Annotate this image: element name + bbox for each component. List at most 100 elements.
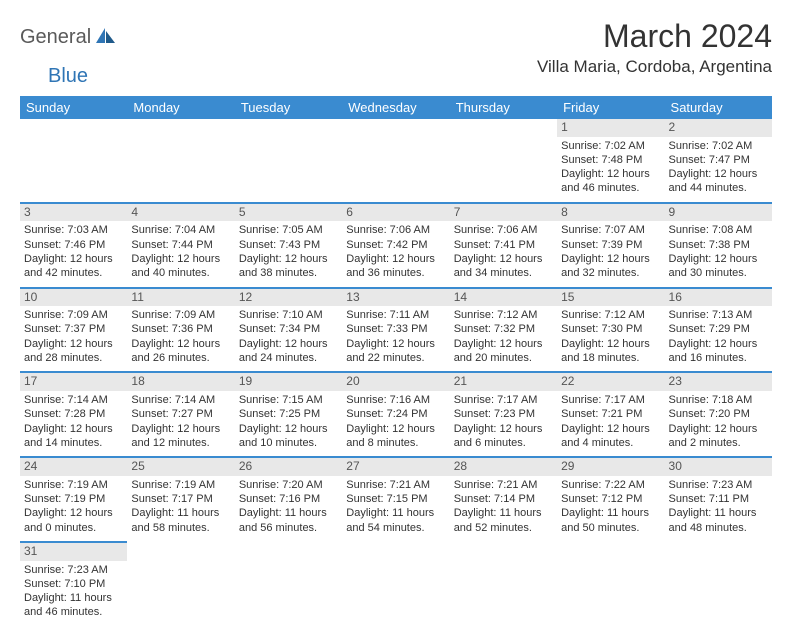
calendar-cell: 14Sunrise: 7:12 AMSunset: 7:32 PMDayligh… (450, 288, 557, 373)
day-number: 5 (235, 204, 342, 222)
daylight-line: Daylight: 12 hours and 42 minutes. (24, 252, 123, 281)
calendar-cell: 16Sunrise: 7:13 AMSunset: 7:29 PMDayligh… (665, 288, 772, 373)
day-number: 9 (665, 204, 772, 222)
day-number: 24 (20, 458, 127, 476)
sunset-line: Sunset: 7:19 PM (24, 492, 123, 506)
day-number: 6 (342, 204, 449, 222)
calendar-cell: 4Sunrise: 7:04 AMSunset: 7:44 PMDaylight… (127, 203, 234, 288)
day-number: 17 (20, 373, 127, 391)
sunset-line: Sunset: 7:42 PM (346, 238, 445, 252)
day-number: 12 (235, 289, 342, 307)
sunrise-line: Sunrise: 7:02 AM (669, 139, 768, 153)
calendar-cell: 26Sunrise: 7:20 AMSunset: 7:16 PMDayligh… (235, 457, 342, 542)
sunset-line: Sunset: 7:25 PM (239, 407, 338, 421)
sunset-line: Sunset: 7:44 PM (131, 238, 230, 252)
daylight-line: Daylight: 12 hours and 40 minutes. (131, 252, 230, 281)
calendar-cell: 23Sunrise: 7:18 AMSunset: 7:20 PMDayligh… (665, 372, 772, 457)
sunset-line: Sunset: 7:32 PM (454, 322, 553, 336)
day-number: 14 (450, 289, 557, 307)
sunrise-line: Sunrise: 7:21 AM (346, 478, 445, 492)
sunrise-line: Sunrise: 7:22 AM (561, 478, 660, 492)
day-number: 27 (342, 458, 449, 476)
day-number: 25 (127, 458, 234, 476)
calendar-cell (342, 119, 449, 203)
sunrise-line: Sunrise: 7:19 AM (131, 478, 230, 492)
sunrise-line: Sunrise: 7:06 AM (346, 223, 445, 237)
title-block: March 2024 Villa Maria, Cordoba, Argenti… (537, 18, 772, 77)
sunset-line: Sunset: 7:48 PM (561, 153, 660, 167)
sunrise-line: Sunrise: 7:06 AM (454, 223, 553, 237)
calendar-cell: 15Sunrise: 7:12 AMSunset: 7:30 PMDayligh… (557, 288, 664, 373)
sunrise-line: Sunrise: 7:10 AM (239, 308, 338, 322)
calendar-cell: 18Sunrise: 7:14 AMSunset: 7:27 PMDayligh… (127, 372, 234, 457)
calendar-cell (235, 542, 342, 626)
calendar-cell: 20Sunrise: 7:16 AMSunset: 7:24 PMDayligh… (342, 372, 449, 457)
calendar-cell (20, 119, 127, 203)
sunset-line: Sunset: 7:33 PM (346, 322, 445, 336)
day-number: 15 (557, 289, 664, 307)
sunrise-line: Sunrise: 7:04 AM (131, 223, 230, 237)
daylight-line: Daylight: 12 hours and 4 minutes. (561, 422, 660, 451)
day-number: 20 (342, 373, 449, 391)
daylight-line: Daylight: 12 hours and 2 minutes. (669, 422, 768, 451)
sunset-line: Sunset: 7:43 PM (239, 238, 338, 252)
calendar-table: SundayMondayTuesdayWednesdayThursdayFrid… (20, 96, 772, 626)
daylight-line: Daylight: 12 hours and 0 minutes. (24, 506, 123, 535)
calendar-cell (557, 542, 664, 626)
sail-icon (95, 26, 117, 49)
sunset-line: Sunset: 7:37 PM (24, 322, 123, 336)
calendar-cell: 28Sunrise: 7:21 AMSunset: 7:14 PMDayligh… (450, 457, 557, 542)
calendar-cell (450, 542, 557, 626)
sunrise-line: Sunrise: 7:13 AM (669, 308, 768, 322)
daylight-line: Daylight: 12 hours and 26 minutes. (131, 337, 230, 366)
sunset-line: Sunset: 7:12 PM (561, 492, 660, 506)
sunset-line: Sunset: 7:41 PM (454, 238, 553, 252)
sunset-line: Sunset: 7:29 PM (669, 322, 768, 336)
daylight-line: Daylight: 11 hours and 46 minutes. (24, 591, 123, 620)
calendar-cell: 3Sunrise: 7:03 AMSunset: 7:46 PMDaylight… (20, 203, 127, 288)
daylight-line: Daylight: 12 hours and 6 minutes. (454, 422, 553, 451)
calendar-cell: 9Sunrise: 7:08 AMSunset: 7:38 PMDaylight… (665, 203, 772, 288)
day-number: 21 (450, 373, 557, 391)
calendar-cell (665, 542, 772, 626)
daylight-line: Daylight: 12 hours and 44 minutes. (669, 167, 768, 196)
sunrise-line: Sunrise: 7:19 AM (24, 478, 123, 492)
sunset-line: Sunset: 7:21 PM (561, 407, 660, 421)
sunset-line: Sunset: 7:23 PM (454, 407, 553, 421)
daylight-line: Daylight: 12 hours and 34 minutes. (454, 252, 553, 281)
day-number: 7 (450, 204, 557, 222)
sunset-line: Sunset: 7:17 PM (131, 492, 230, 506)
daylight-line: Daylight: 12 hours and 28 minutes. (24, 337, 123, 366)
sunset-line: Sunset: 7:34 PM (239, 322, 338, 336)
calendar-cell: 27Sunrise: 7:21 AMSunset: 7:15 PMDayligh… (342, 457, 449, 542)
sunrise-line: Sunrise: 7:14 AM (24, 393, 123, 407)
daylight-line: Daylight: 12 hours and 46 minutes. (561, 167, 660, 196)
calendar-cell: 1 Sunrise: 7:02 AMSunset: 7:48 PMDaylight… (557, 119, 664, 203)
day-number: 18 (127, 373, 234, 391)
sunset-line: Sunset: 7:20 PM (669, 407, 768, 421)
sunrise-line: Sunrise: 7:02 AM (561, 139, 660, 153)
calendar-cell (235, 119, 342, 203)
sunrise-line: Sunrise: 7:18 AM (669, 393, 768, 407)
daylight-line: Daylight: 11 hours and 52 minutes. (454, 506, 553, 535)
brand-text-2: Blue (48, 65, 88, 88)
day-number: 2 (665, 119, 772, 137)
sunrise-line: Sunrise: 7:09 AM (131, 308, 230, 322)
daylight-line: Daylight: 11 hours and 50 minutes. (561, 506, 660, 535)
day-number: 31 (20, 543, 127, 561)
sunset-line: Sunset: 7:46 PM (24, 238, 123, 252)
sunrise-line: Sunrise: 7:21 AM (454, 478, 553, 492)
daylight-line: Daylight: 11 hours and 58 minutes. (131, 506, 230, 535)
sunrise-line: Sunrise: 7:23 AM (24, 563, 123, 577)
calendar-cell: 12Sunrise: 7:10 AMSunset: 7:34 PMDayligh… (235, 288, 342, 373)
calendar-cell (342, 542, 449, 626)
calendar-cell: 2Sunrise: 7:02 AMSunset: 7:47 PMDaylight… (665, 119, 772, 203)
day-header: Saturday (665, 96, 772, 119)
calendar-cell: 8Sunrise: 7:07 AMSunset: 7:39 PMDaylight… (557, 203, 664, 288)
sunset-line: Sunset: 7:10 PM (24, 577, 123, 591)
daylight-line: Daylight: 11 hours and 56 minutes. (239, 506, 338, 535)
day-number: 11 (127, 289, 234, 307)
day-header: Tuesday (235, 96, 342, 119)
day-number: 1 (557, 119, 664, 137)
calendar-cell (127, 119, 234, 203)
